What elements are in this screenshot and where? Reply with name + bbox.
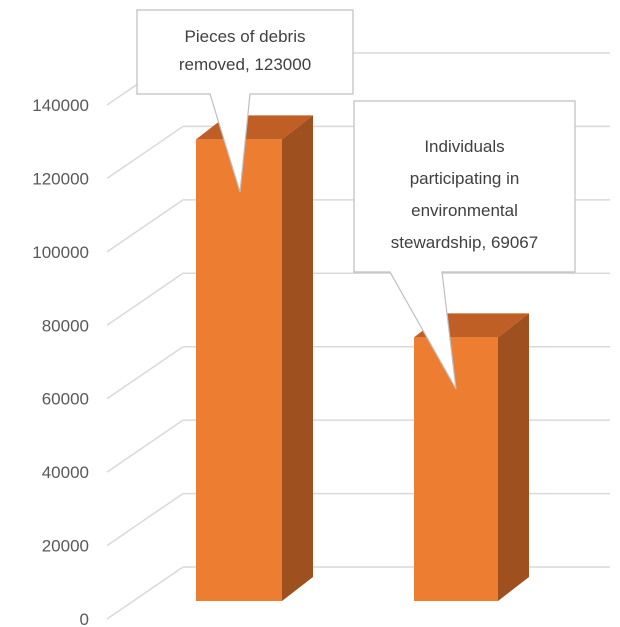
y-tick-label: 60000 bbox=[42, 390, 89, 409]
bar-side bbox=[498, 313, 529, 601]
y-tick-label: 80000 bbox=[42, 316, 89, 335]
side-gridline-40000 bbox=[106, 419, 184, 473]
bar-front bbox=[414, 337, 498, 601]
y-tick-label: 100000 bbox=[32, 243, 89, 262]
callout-box bbox=[353, 100, 576, 390]
callout-text-line: Pieces of debris bbox=[185, 27, 306, 46]
y-tick-label: 0 bbox=[80, 610, 89, 627]
bar-2 bbox=[414, 313, 529, 601]
bar-front bbox=[196, 139, 282, 601]
side-gridline-120000 bbox=[106, 125, 184, 180]
callout-label-1: Pieces of debris removed, 123000 bbox=[136, 9, 354, 193]
callout-text-line: environmental bbox=[411, 201, 518, 220]
y-axis-ticks: 0 20000 40000 60000 80000 100000 120000 140000 bbox=[32, 96, 89, 627]
side-gridline-20000 bbox=[106, 492, 184, 547]
side-gridline-100000 bbox=[106, 199, 184, 253]
bar-side bbox=[282, 115, 313, 602]
side-gridline-60000 bbox=[106, 346, 184, 400]
callout-box bbox=[136, 9, 354, 193]
callout-text-line: Individuals bbox=[424, 137, 504, 156]
side-gridline-0 bbox=[106, 566, 184, 620]
callout-label-2: Individuals participating in environmental… bbox=[353, 100, 576, 390]
y-tick-label: 120000 bbox=[32, 169, 89, 188]
side-gridline-80000 bbox=[106, 272, 184, 326]
y-tick-label: 40000 bbox=[42, 463, 89, 482]
bar-1 bbox=[196, 115, 313, 602]
data-callouts: Pieces of debris removed, 123000 Individua… bbox=[136, 9, 576, 390]
callout-text-line: participating in bbox=[410, 169, 520, 188]
y-tick-label: 140000 bbox=[32, 96, 89, 115]
callout-text-line: removed, 123000 bbox=[179, 55, 311, 74]
y-tick-label: 20000 bbox=[42, 537, 89, 556]
callout-text-line: stewardship, 69067 bbox=[391, 233, 538, 252]
